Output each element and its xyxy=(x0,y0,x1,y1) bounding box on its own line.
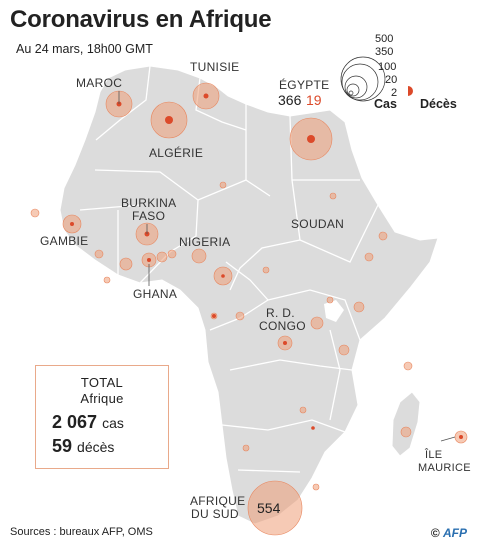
bubble-congo xyxy=(235,311,245,321)
bubble-cote-ivoire xyxy=(119,257,133,271)
bubble-somalie xyxy=(378,231,388,241)
label-rdc-1: R. D. xyxy=(266,306,295,320)
bubble-kenya xyxy=(353,301,365,313)
death-gambie xyxy=(70,222,74,226)
legend-2: 2 xyxy=(391,87,397,99)
egypte-cases: 366 xyxy=(278,92,302,108)
size-legend xyxy=(340,56,386,102)
afp-logo: AFP xyxy=(443,526,467,540)
label-ghana: GHANA xyxy=(133,287,177,301)
bubble-namibie xyxy=(242,444,250,452)
legend-100: 100 xyxy=(378,61,396,73)
death-maurice xyxy=(459,435,463,439)
source-text: Sources : bureaux AFP, OMS xyxy=(10,526,153,538)
label-gambie: GAMBIE xyxy=(40,234,88,248)
bubble-nigeria xyxy=(191,248,207,264)
label-maroc: MAROC xyxy=(76,76,122,90)
credit: © AFP xyxy=(431,526,467,540)
total-deaths-value: 59 xyxy=(52,436,73,456)
egypte-deaths: 19 xyxy=(306,92,322,108)
legend-cases-label: Cas xyxy=(374,97,397,111)
label-rdc-2: CONGO xyxy=(259,319,306,333)
label-tunisie: TUNISIE xyxy=(190,60,239,74)
page-subtitle: Au 24 mars, 18h00 GMT xyxy=(16,42,153,56)
label-nigeria: NIGERIA xyxy=(179,235,230,249)
legend-deaths-swatch xyxy=(408,86,413,96)
bubble-seychelles xyxy=(403,361,413,371)
label-burkina-2: FASO xyxy=(132,209,165,223)
death-egypte xyxy=(307,135,315,143)
bubble-tanzanie xyxy=(338,344,350,356)
lake-victoria xyxy=(324,300,344,322)
total-box: TOTAL Afrique 2 067 cas 59 décès xyxy=(35,365,169,469)
label-egypte: ÉGYPTE xyxy=(279,77,329,92)
bubble-afrique-sud xyxy=(247,480,303,536)
total-title-line2: Afrique xyxy=(80,391,124,406)
page-title: Coronavirus en Afrique xyxy=(10,6,272,33)
total-cases: 2 067 cas xyxy=(52,412,124,433)
total-deaths: 59 décès xyxy=(52,436,114,457)
total-title-line1: TOTAL xyxy=(80,375,124,390)
legend-20: 20 xyxy=(385,74,397,86)
label-maurice-2: MAURICE xyxy=(418,462,471,474)
label-soudan: SOUDAN xyxy=(291,217,344,231)
total-title: TOTAL Afrique xyxy=(36,375,168,407)
bubble-niger xyxy=(219,181,227,189)
total-deaths-unit: décès xyxy=(77,439,115,455)
legend-500: 500 xyxy=(375,33,393,45)
bubble-rca xyxy=(262,266,270,274)
label-afrique-sud-1: AFRIQUE xyxy=(190,494,245,508)
bubble-liberia xyxy=(103,276,111,284)
death-algerie xyxy=(165,116,173,124)
death-ghana xyxy=(147,258,151,262)
copyright-symbol: © xyxy=(430,526,440,540)
total-cases-unit: cas xyxy=(102,415,124,431)
bubble-rwanda xyxy=(310,316,324,330)
bubble-ethiopie xyxy=(364,252,374,262)
legend-deaths-label: Décès xyxy=(420,97,457,111)
death-cameroun xyxy=(221,274,225,278)
total-cases-value: 2 067 xyxy=(52,412,98,432)
bubble-togo xyxy=(156,251,168,263)
case-bubbles xyxy=(30,82,468,536)
bubble-soudan xyxy=(329,192,337,200)
label-burkina-1: BURKINA xyxy=(121,196,176,210)
madagascar-land xyxy=(391,391,421,457)
afrique-sud-cases: 554 xyxy=(257,500,281,516)
bubble-zambie xyxy=(299,406,307,414)
death-rdc xyxy=(283,341,287,345)
death-gabon xyxy=(212,314,216,318)
bubble-senegal-small xyxy=(94,249,104,259)
leader-lines xyxy=(118,91,456,442)
bubble-benin xyxy=(167,249,177,259)
legend-350: 350 xyxy=(375,46,393,58)
bubble-madagascar xyxy=(400,426,412,438)
death-zimbabwe xyxy=(311,426,315,430)
bubble-eswatini xyxy=(312,483,320,491)
bubble-ouganda xyxy=(326,296,334,304)
label-maurice-1: ÎLE xyxy=(424,448,442,461)
death-tunisie xyxy=(203,93,209,99)
bubble-mauritanie xyxy=(30,208,40,218)
label-algerie: ALGÉRIE xyxy=(149,145,203,160)
label-afrique-sud-2: DU SUD xyxy=(191,507,239,521)
